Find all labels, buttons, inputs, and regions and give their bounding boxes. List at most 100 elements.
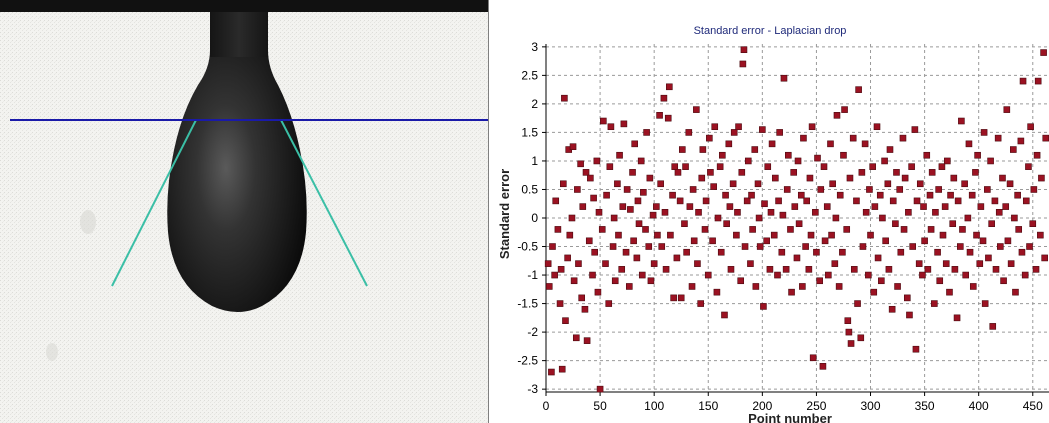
y-tick-label: -0.5 <box>517 240 538 254</box>
standard-error-chart: Standard error - Laplacian drop 3 2.5 2 1.5… <box>497 25 1049 423</box>
data-point <box>944 157 951 165</box>
data-point <box>683 248 690 256</box>
data-point <box>862 208 870 216</box>
data-point <box>915 260 923 267</box>
data-point <box>693 106 700 113</box>
data-point <box>574 186 581 193</box>
data-point <box>609 243 617 250</box>
data-point <box>1041 254 1048 262</box>
data-point <box>869 163 876 170</box>
data-point <box>901 174 909 182</box>
x-tick-label: 200 <box>752 399 772 413</box>
data-point <box>976 260 984 267</box>
data-point <box>646 174 654 182</box>
data-point <box>980 129 988 136</box>
data-point <box>545 283 553 290</box>
data-point <box>749 226 756 233</box>
data-point <box>884 180 892 188</box>
x-tick-label: 400 <box>969 399 989 413</box>
data-point <box>767 208 775 216</box>
data-point <box>992 266 1000 273</box>
y-tick-label: 0.5 <box>521 182 538 196</box>
data-point <box>999 174 1006 182</box>
y-tick-label: 0 <box>531 211 538 225</box>
data-point <box>1011 214 1018 222</box>
data-point <box>577 160 584 168</box>
data-point <box>701 226 709 233</box>
needle <box>210 12 268 57</box>
data-point <box>820 163 828 170</box>
data-point <box>912 345 920 353</box>
data-point <box>764 163 772 170</box>
data-point <box>1037 231 1044 239</box>
data-point <box>650 260 658 267</box>
data-point <box>695 208 702 216</box>
data-point <box>686 203 694 210</box>
data-point <box>846 174 854 182</box>
data-point <box>653 203 660 210</box>
data-point <box>984 186 991 193</box>
data-point <box>694 260 701 267</box>
data-point <box>806 174 814 182</box>
data-point <box>587 174 594 182</box>
data-point <box>774 271 781 279</box>
data-point <box>894 283 901 290</box>
data-point <box>825 271 832 279</box>
data-point <box>874 254 882 262</box>
data-point <box>941 203 949 210</box>
data-point <box>942 260 950 267</box>
x-tick-label: 300 <box>861 399 881 413</box>
data-point <box>995 208 1003 216</box>
data-point <box>920 203 927 210</box>
data-point <box>951 266 959 273</box>
data-point <box>688 283 696 290</box>
data-point <box>1042 134 1049 142</box>
y-tick-label: -1.5 <box>517 297 538 311</box>
data-point <box>643 129 650 136</box>
data-point <box>756 243 764 250</box>
data-point <box>1004 237 1012 245</box>
data-point <box>972 169 979 176</box>
data-point <box>776 129 783 136</box>
data-point <box>759 126 766 133</box>
data-point <box>906 311 913 319</box>
data-point <box>656 112 663 119</box>
data-point <box>611 277 619 285</box>
data-point <box>735 123 742 131</box>
data-point <box>704 271 712 279</box>
data-point <box>754 180 762 188</box>
data-point <box>768 140 776 148</box>
data-point <box>761 200 768 208</box>
data-point <box>741 243 749 250</box>
data-point <box>722 191 729 199</box>
data-point <box>921 237 928 245</box>
data-point <box>903 294 911 302</box>
data-point <box>916 180 924 188</box>
data-point <box>1018 248 1026 256</box>
data-point <box>958 117 965 125</box>
data-point <box>831 260 839 267</box>
data-point <box>889 197 897 205</box>
data-point <box>1025 163 1032 170</box>
data-point <box>670 294 677 302</box>
data-point <box>714 214 722 222</box>
data-point <box>817 186 825 193</box>
data-point <box>610 214 618 222</box>
data-point <box>989 323 997 330</box>
data-point <box>664 114 672 122</box>
data-point <box>594 288 602 296</box>
data-point <box>566 231 574 239</box>
data-point <box>808 123 816 131</box>
data-point <box>819 363 827 370</box>
data-point <box>785 151 792 159</box>
data-point <box>997 243 1004 250</box>
data-point <box>932 208 939 216</box>
data-point <box>623 186 631 193</box>
data-point <box>667 231 674 239</box>
data-point <box>649 211 657 219</box>
data-point <box>603 191 610 199</box>
data-point <box>738 169 746 176</box>
data-point <box>590 194 597 202</box>
data-point <box>551 271 558 279</box>
data-point <box>676 197 684 205</box>
